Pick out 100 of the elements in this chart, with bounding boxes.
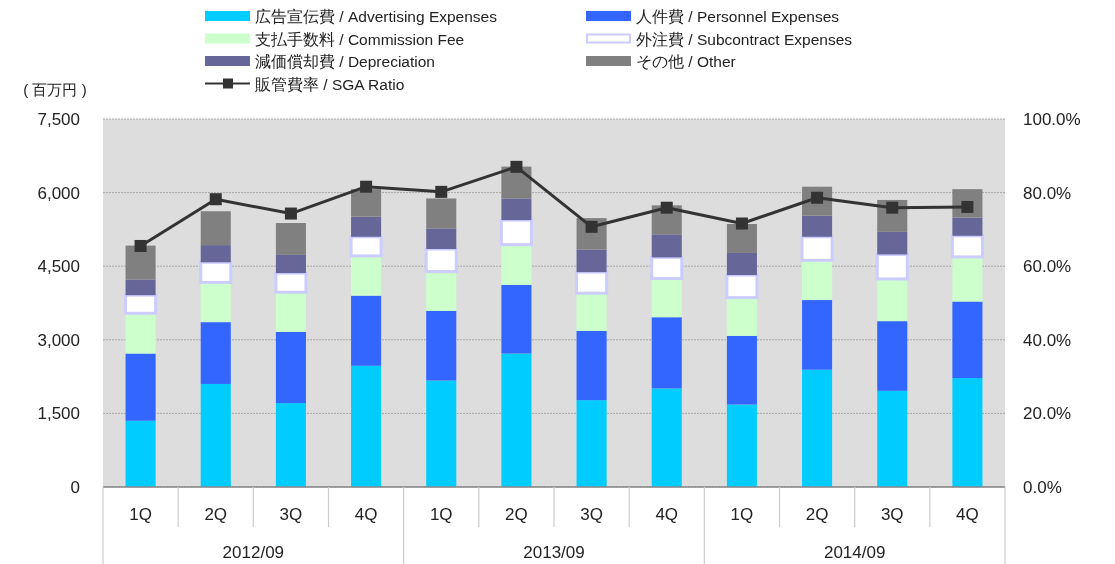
y-tick-label: 6,000 [37, 183, 80, 203]
text: 2014/09 [823, 543, 886, 562]
y-tick-label: 1,500 [37, 404, 80, 424]
bar [877, 390, 908, 487]
point [585, 220, 598, 233]
bar [952, 378, 983, 487]
point [510, 160, 523, 173]
bar [125, 353, 156, 421]
x-tick-label: 4Q [956, 505, 979, 524]
bar [349, 235, 383, 258]
y-tick-label: 7,500 [37, 110, 80, 129]
x-tick-label: 2Q [805, 505, 829, 524]
bar [275, 254, 306, 274]
bar [877, 278, 908, 322]
x-tick-label: 4Q [354, 505, 378, 524]
bar [651, 234, 682, 258]
bar [200, 211, 231, 246]
bar [950, 234, 984, 259]
bar [576, 293, 607, 331]
y2-tick-label: 100.0% [1023, 110, 1081, 129]
bar [501, 284, 532, 354]
point [360, 180, 373, 193]
bar [651, 317, 682, 389]
bar [351, 189, 382, 217]
bar [501, 244, 532, 285]
bar [275, 403, 306, 487]
bar [199, 260, 233, 284]
bar [802, 369, 833, 487]
bar [726, 404, 757, 487]
x-tick-label: 2Q [204, 505, 228, 524]
bar [200, 322, 231, 384]
bar [200, 282, 231, 323]
bar [576, 330, 607, 401]
point [435, 185, 448, 198]
legend-label: 減価償却費 / Depreciation [255, 53, 435, 70]
legend-label: その他 / Other [636, 53, 736, 70]
legend-label: 外注費 / Subcontract Expenses [636, 30, 853, 48]
bar [275, 292, 306, 332]
x-tick-label: 1Q [129, 505, 152, 524]
bar [426, 310, 457, 381]
bar [650, 255, 684, 280]
legend-label: 広告宣伝費 / Advertising Expenses [255, 8, 498, 25]
legend-label: 人件費 / Personnel Expenses [636, 8, 840, 25]
bar [802, 260, 833, 301]
bar [802, 300, 833, 370]
y2-tick-label: 0.0% [1023, 478, 1062, 497]
point [209, 193, 222, 206]
bar [576, 249, 607, 273]
bar [952, 217, 983, 236]
bar [651, 278, 682, 318]
bar [125, 245, 156, 280]
bar [351, 365, 382, 487]
bar [274, 271, 308, 294]
bar [877, 321, 908, 391]
bar [125, 313, 156, 354]
point [886, 201, 899, 214]
bar [575, 270, 609, 295]
bar [275, 331, 306, 404]
bar [726, 252, 757, 276]
bar [877, 231, 908, 255]
bar [501, 353, 532, 487]
text: 2012/09 [222, 543, 285, 562]
point [134, 239, 147, 252]
y2-tick-label: 40.0% [1023, 330, 1072, 350]
bar [426, 380, 457, 487]
bar [426, 198, 457, 229]
y2-tick-label: 60.0% [1023, 257, 1072, 277]
y2-tick-label: 80.0% [1023, 183, 1072, 203]
y-axis-title: ( 百万円 ) [23, 81, 87, 98]
point [660, 201, 673, 214]
bar [726, 297, 757, 336]
bar [125, 420, 156, 487]
bar [802, 215, 833, 237]
y-tick-label: 4,500 [37, 257, 80, 277]
y2-tick-label: 20.0% [1023, 404, 1072, 424]
x-tick-label: 1Q [730, 505, 754, 524]
x-tick-label: 4Q [655, 505, 679, 524]
bar [726, 224, 757, 253]
bar [200, 245, 231, 263]
bar [952, 301, 983, 379]
x-tick-label: 3Q [880, 505, 904, 524]
bar [499, 218, 533, 247]
bar [651, 388, 682, 487]
legend-label: 販管費率 / SGA Ratio [255, 75, 405, 93]
legend-label: 支払手数料 / Commission Fee [255, 30, 465, 48]
x-tick-label: 3Q [279, 505, 303, 524]
bar [351, 216, 382, 237]
x-tick-label: 1Q [429, 505, 453, 524]
bar [424, 247, 458, 274]
bar [351, 295, 382, 366]
point [735, 217, 748, 230]
bar [501, 198, 532, 221]
bar [726, 335, 757, 405]
y-tick-label: 3,000 [37, 330, 80, 350]
bar [351, 255, 382, 296]
bar [875, 252, 909, 281]
bar [426, 271, 457, 311]
bar [952, 256, 983, 302]
x-tick-label: 2Q [505, 505, 528, 524]
bar [275, 223, 306, 255]
